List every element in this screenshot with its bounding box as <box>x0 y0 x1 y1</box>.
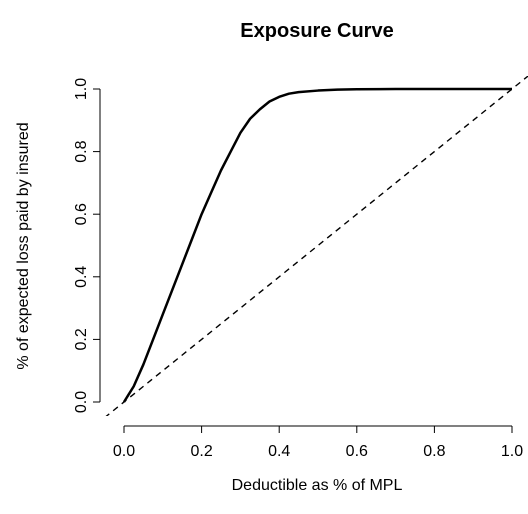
y-axis-label: % of expected loss paid by insured <box>15 122 32 369</box>
x-axis-label: Deductible as % of MPL <box>232 477 403 494</box>
x-tick-label: 1.0 <box>501 443 523 460</box>
x-tick-label: 0.6 <box>346 443 368 460</box>
x-tick-label: 0.8 <box>423 443 445 460</box>
y-tick-label: 0.2 <box>73 328 90 350</box>
y-tick-label: 0.0 <box>73 391 90 413</box>
y-tick-label: 0.4 <box>73 266 90 288</box>
x-tick-label: 0.2 <box>190 443 212 460</box>
x-tick-label: 0.0 <box>113 443 135 460</box>
y-axis: 0.0 0.2 0.4 0.6 0.8 1.0 <box>73 78 101 413</box>
plot-area <box>105 76 528 416</box>
diagonal-reference-line <box>105 76 528 416</box>
y-tick-label: 0.6 <box>73 203 90 225</box>
exposure-curve-line <box>122 87 512 403</box>
y-tick-label: 1.0 <box>73 78 90 100</box>
x-tick-label: 0.4 <box>268 443 290 460</box>
chart-title: Exposure Curve <box>240 20 393 42</box>
x-axis: 0.0 0.2 0.4 0.6 0.8 1.0 <box>113 425 523 460</box>
y-tick-label: 0.8 <box>73 140 90 162</box>
